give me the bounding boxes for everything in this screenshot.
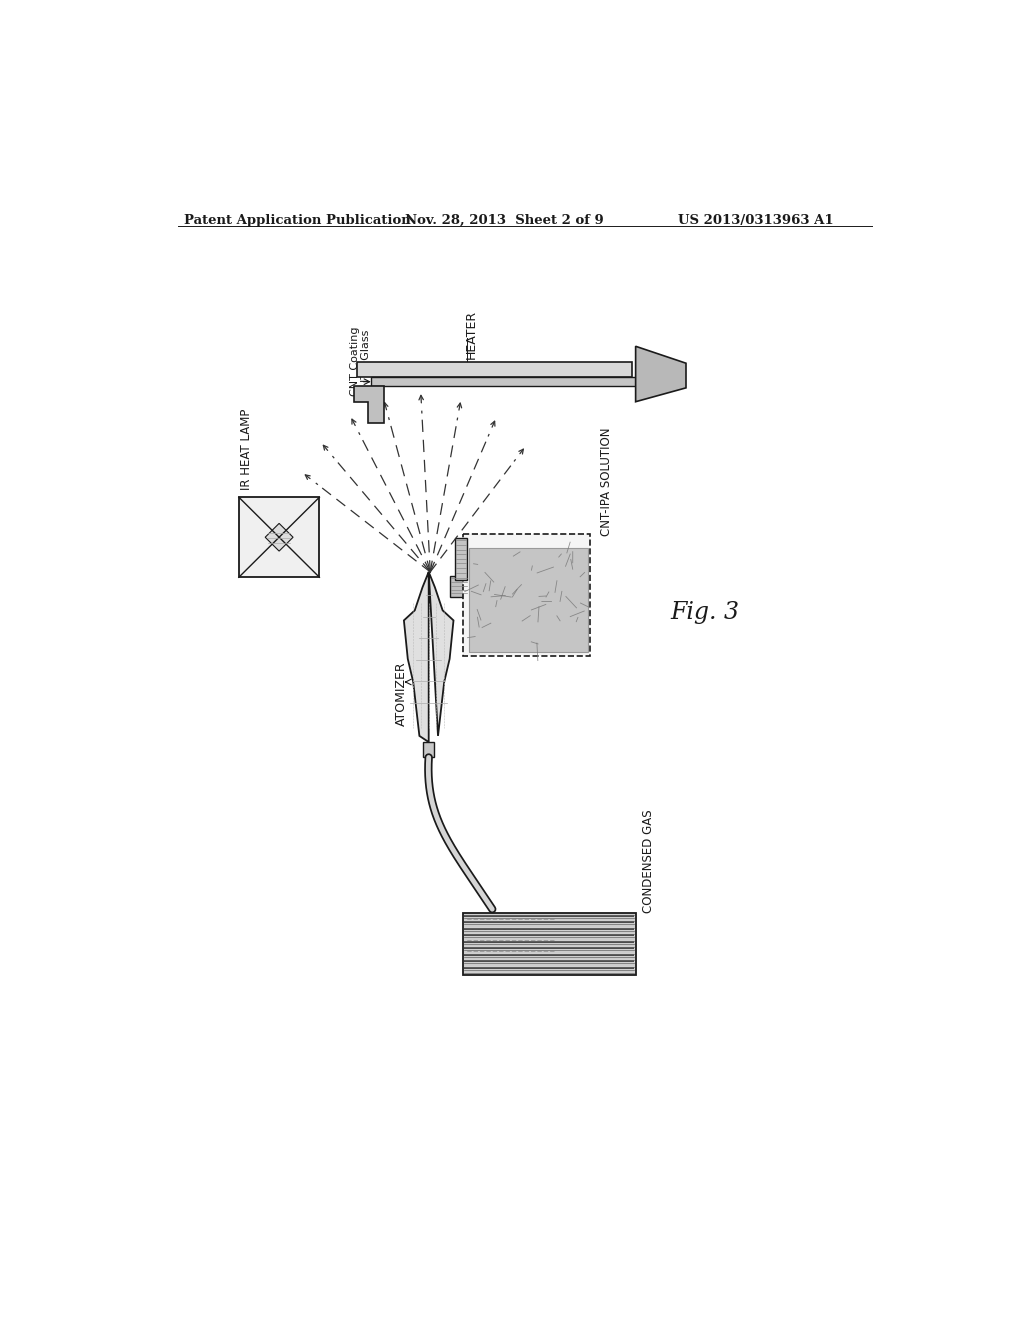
Text: ITO Glass: ITO Glass [360,329,371,381]
Polygon shape [403,572,454,742]
Text: Nov. 28, 2013  Sheet 2 of 9: Nov. 28, 2013 Sheet 2 of 9 [406,214,604,227]
Polygon shape [354,387,384,424]
Polygon shape [636,346,686,401]
Text: US 2013/0313963 A1: US 2013/0313963 A1 [678,214,834,227]
Text: — — — — — — — — — — — — — —: — — — — — — — — — — — — — — [467,916,554,921]
Polygon shape [265,524,293,552]
Polygon shape [464,915,634,917]
Text: — — — — — — — — — — — — — —: — — — — — — — — — — — — — — [467,949,554,954]
Polygon shape [451,576,467,598]
Text: CONDENSED GAS: CONDENSED GAS [642,809,655,913]
Polygon shape [455,539,467,581]
Text: — — — — — — — — — — — — — —: — — — — — — — — — — — — — — [467,939,554,944]
Text: CNT Coating: CNT Coating [350,326,360,396]
Text: Patent Application Publication: Patent Application Publication [183,214,411,227]
Polygon shape [464,953,634,956]
Polygon shape [239,498,319,577]
Polygon shape [469,548,588,652]
Polygon shape [464,937,634,940]
Text: HEATER: HEATER [465,309,478,359]
Polygon shape [464,924,634,927]
Polygon shape [464,950,634,953]
Text: IR HEAT LAMP: IR HEAT LAMP [240,408,253,490]
Text: CNT-IPA SOLUTION: CNT-IPA SOLUTION [600,428,612,536]
Polygon shape [464,917,634,920]
Polygon shape [464,970,634,972]
Polygon shape [371,378,636,387]
Polygon shape [463,913,636,974]
Polygon shape [464,966,634,969]
Polygon shape [464,931,634,933]
Polygon shape [464,944,634,946]
Polygon shape [464,946,634,949]
Polygon shape [423,742,434,758]
Text: — — — — — — — — — — — — — —: — — — — — — — — — — — — — — [467,928,554,932]
Polygon shape [464,964,634,966]
Polygon shape [464,960,634,962]
Polygon shape [463,535,590,656]
Text: Fig. 3: Fig. 3 [671,601,739,624]
Polygon shape [464,921,634,923]
Polygon shape [464,935,634,936]
Polygon shape [464,941,634,942]
Polygon shape [464,957,634,960]
Text: ATOMIZER: ATOMIZER [395,661,409,726]
Polygon shape [464,928,634,929]
Polygon shape [356,362,632,378]
